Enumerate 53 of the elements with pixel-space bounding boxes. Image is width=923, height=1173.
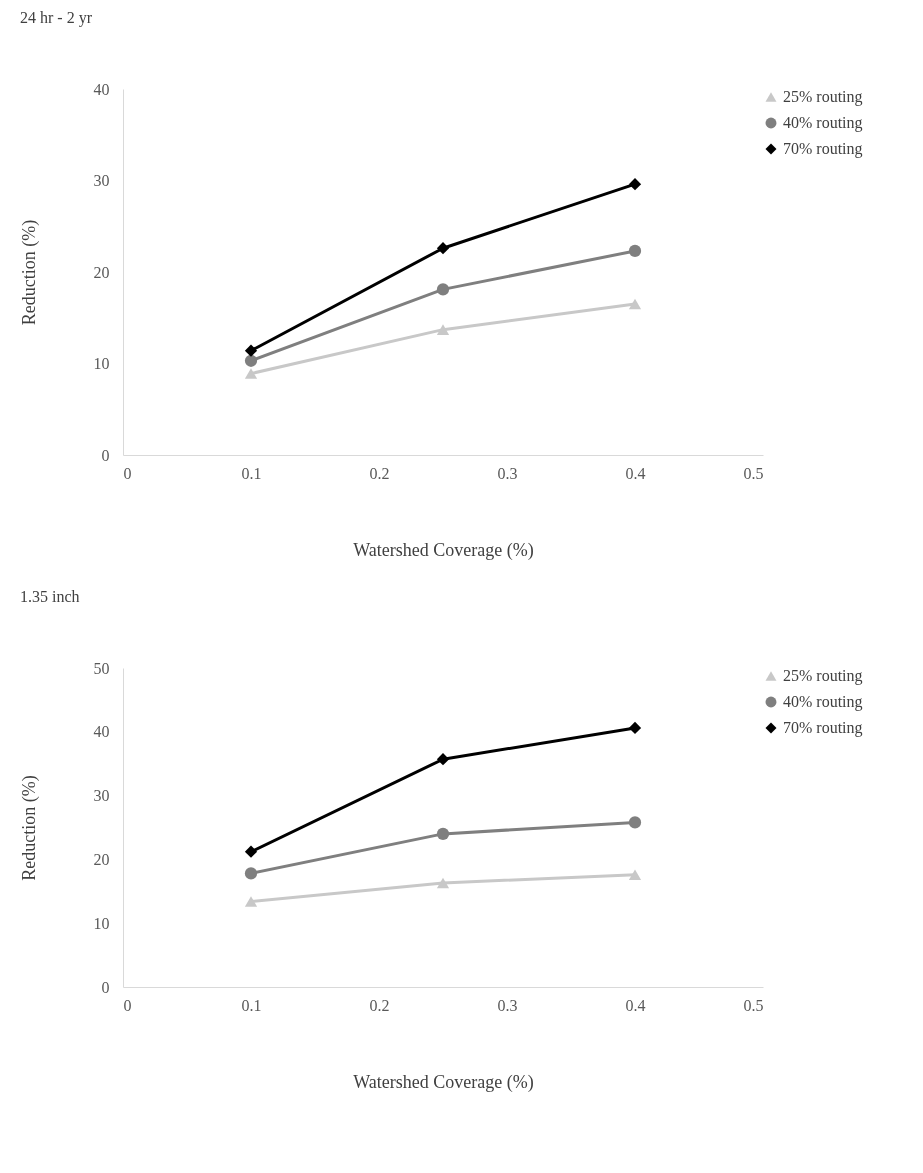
x-tick-label: 0.3	[497, 996, 518, 1014]
x-tick-label: 0.4	[625, 464, 646, 482]
y-tick-label: 20	[93, 850, 110, 868]
legend-label: 70% routing	[783, 140, 863, 158]
x-tick-label: 0.2	[369, 464, 390, 482]
point	[244, 354, 258, 367]
y-axis-title: Reduction (%)	[18, 775, 40, 881]
point	[436, 283, 450, 296]
y-tick-label: 40	[93, 723, 110, 741]
chart-title: 24 hr - 2 yr	[20, 9, 93, 27]
x-tick-label: 0.2	[369, 996, 390, 1014]
x-axis-title: Watershed Coverage (%)	[353, 539, 534, 561]
x-tick-label: 0.1	[241, 464, 262, 482]
point	[628, 816, 642, 829]
point	[436, 753, 450, 766]
y-tick-label: 50	[93, 659, 110, 677]
chart-title: 1.35 inch	[20, 588, 80, 605]
y-tick-label: 30	[93, 787, 110, 805]
point	[436, 827, 450, 840]
x-tick-label: 0.5	[743, 464, 764, 482]
point	[436, 242, 450, 255]
y-tick-label: 40	[93, 80, 110, 98]
x-tick-label: 0.3	[497, 464, 518, 482]
x-tick-label: 0	[123, 996, 132, 1014]
legend-label: 40% routing	[783, 114, 863, 132]
y-tick-label: 10	[93, 355, 110, 372]
point	[436, 877, 450, 889]
legend-label: 25% routing	[783, 667, 863, 685]
y-axis-title: Reduction (%)	[18, 219, 40, 326]
point	[244, 867, 258, 880]
x-axis-title: Watershed Coverage (%)	[353, 1071, 534, 1093]
y-tick-label: 10	[93, 914, 110, 932]
x-tick-label: 0.5	[743, 996, 764, 1014]
legend-label: 40% routing	[783, 693, 863, 711]
x-tick-label: 0	[123, 464, 132, 482]
y-tick-label: 30	[93, 172, 110, 189]
legend-label: 25% routing	[783, 88, 863, 106]
point	[628, 178, 642, 191]
x-tick-label: 0.4	[625, 996, 646, 1014]
x-tick-label: 0.1	[241, 996, 262, 1014]
point	[244, 344, 258, 357]
legend-label: 70% routing	[783, 719, 863, 737]
point	[244, 368, 258, 379]
y-tick-label: 0	[101, 978, 110, 996]
point	[628, 869, 642, 881]
point	[628, 244, 642, 258]
point	[628, 298, 642, 310]
point	[628, 721, 642, 735]
y-tick-label: 20	[93, 263, 110, 281]
point	[436, 324, 450, 335]
point	[244, 845, 258, 858]
y-tick-label: 0	[101, 446, 110, 464]
point	[244, 896, 258, 907]
